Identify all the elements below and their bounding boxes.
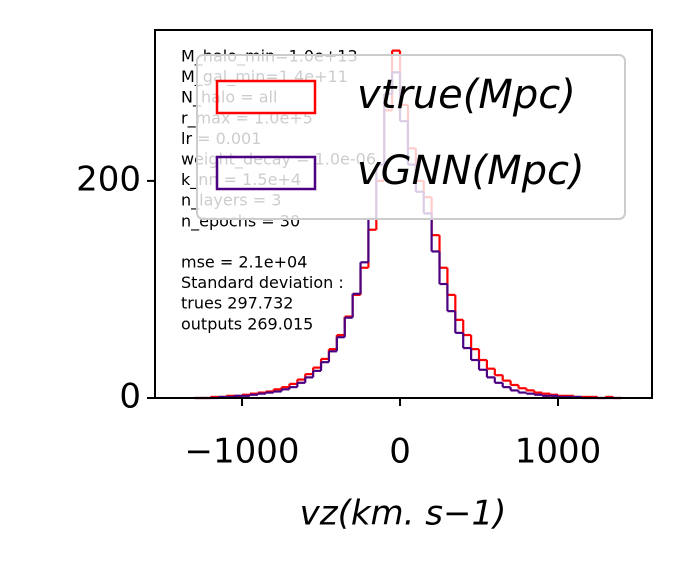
axes-frame [154,29,653,399]
annotation-line: outputs 269.015 [181,314,313,333]
legend-swatch [215,155,317,191]
legend-label: vGNN(Mpc) [357,148,585,194]
annotation-line: Standard deviation : [181,273,344,292]
annotation-line: trues 297.732 [181,294,293,313]
y-tick-label: 0 [119,377,141,417]
x-tick-label: −1000 [185,432,300,472]
x-tick-label: 0 [389,432,411,472]
y-tick-label: 200 [76,159,141,199]
x-axis-label: vz(km. s−1) [300,494,507,534]
legend-label: vtrue(Mpc) [357,72,576,118]
legend-box [196,54,626,220]
x-tick-label: 1000 [515,432,602,472]
legend-swatch [215,79,317,115]
annotation-line: mse = 2.1e+04 [181,253,307,272]
